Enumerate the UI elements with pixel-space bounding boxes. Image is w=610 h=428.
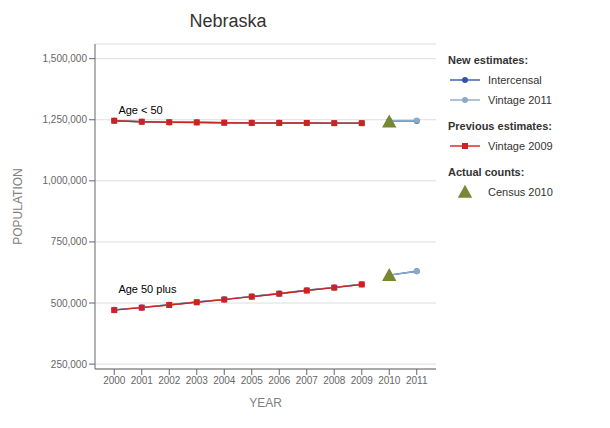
svg-text:Age 50 plus: Age 50 plus	[118, 283, 177, 295]
svg-text:2006: 2006	[268, 375, 291, 386]
html-text:Intercensal: Intercensal	[488, 74, 542, 86]
svg-text:1,250,000: 1,250,000	[43, 114, 88, 125]
svg-text:2000: 2000	[103, 375, 126, 386]
svg-text:750,000: 750,000	[51, 236, 88, 247]
svg-text:2008: 2008	[323, 375, 346, 386]
svg-text:500,000: 500,000	[51, 298, 88, 309]
svg-text:1,500,000: 1,500,000	[43, 53, 88, 64]
svg-text:1,000,000: 1,000,000	[43, 175, 88, 186]
html-text:New estimates:: New estimates:	[448, 54, 529, 66]
svg-text:2007: 2007	[296, 375, 319, 386]
html-text:Actual counts:: Actual counts:	[448, 166, 525, 178]
svg-text:2005: 2005	[241, 375, 264, 386]
svg-text:2002: 2002	[158, 375, 181, 386]
html-text:Previous estimates:: Previous estimates:	[448, 120, 552, 132]
svg-text:Age < 50: Age < 50	[118, 104, 162, 116]
html-text:Nebraska: Nebraska	[189, 11, 267, 31]
svg-text:2004: 2004	[213, 375, 236, 386]
svg-text:2011: 2011	[406, 375, 428, 386]
svg-text:2001: 2001	[131, 375, 154, 386]
html-text:Vintage 2009: Vintage 2009	[488, 140, 553, 152]
svg-text:POPULATION: POPULATION	[11, 168, 25, 244]
svg-text:2003: 2003	[186, 375, 209, 386]
html-text:Census 2010: Census 2010	[488, 186, 553, 198]
svg-text:250,000: 250,000	[51, 359, 88, 370]
svg-text:YEAR: YEAR	[249, 396, 282, 410]
svg-text:2010: 2010	[378, 375, 401, 386]
html-text:Vintage 2011: Vintage 2011	[488, 94, 552, 106]
svg-text:2009: 2009	[351, 375, 374, 386]
